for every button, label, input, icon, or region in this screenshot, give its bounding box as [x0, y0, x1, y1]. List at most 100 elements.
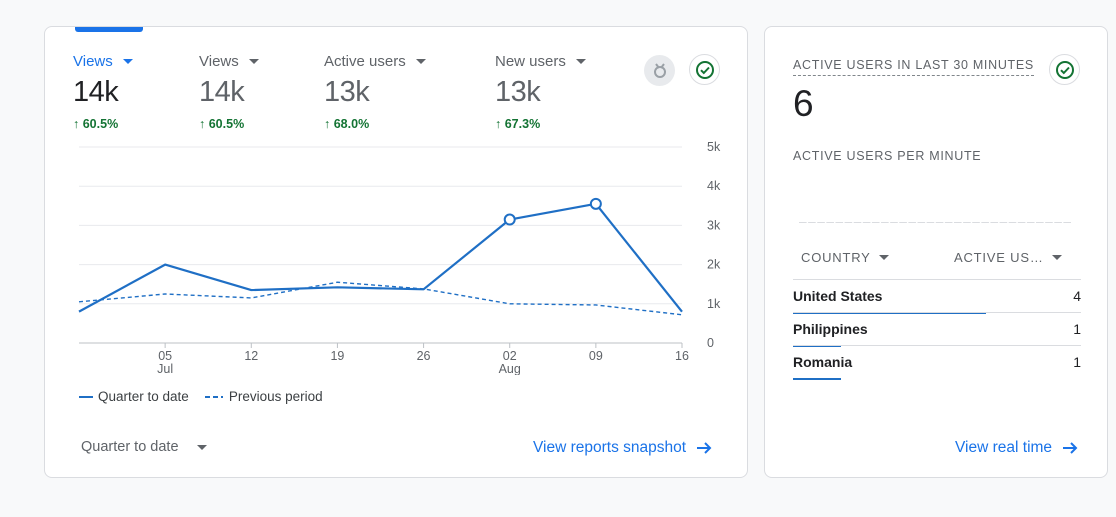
arrow-right-icon: [697, 442, 712, 454]
minute-bar: [899, 222, 907, 223]
minute-bar: [999, 222, 1008, 223]
country-row: United States 4: [793, 279, 1081, 314]
minute-bar: [871, 222, 880, 223]
check-circle-icon: [695, 60, 714, 79]
minute-bar: [981, 222, 989, 223]
minute-bar: [853, 222, 862, 223]
check-circle-icon: [1055, 60, 1074, 79]
realtime-active-users-value: 6: [793, 83, 814, 124]
minute-bar: [844, 222, 853, 223]
caret-down-icon: [122, 59, 133, 64]
metric-change-value: 67.3%: [504, 117, 541, 131]
insights-badge-icon[interactable]: [644, 55, 675, 86]
metric-tab-active-users[interactable]: Active users 13k ↑ 68.0%: [324, 53, 426, 131]
metric-change-value: 60.5%: [82, 117, 119, 131]
x-tick-label: 26: [417, 349, 431, 363]
metric-value: 13k: [324, 76, 370, 108]
legend-solid-swatch: [79, 395, 93, 398]
minute-bar: [935, 222, 944, 223]
y-tick-label: 1k: [707, 297, 721, 311]
country-active-users: 1: [1073, 321, 1081, 337]
date-range-label: Quarter to date: [81, 439, 179, 455]
minute-bar: [1008, 222, 1017, 223]
country-row: Philippines 1: [793, 312, 1081, 347]
metric-label: Views: [199, 53, 239, 70]
selected-tab-indicator: [75, 27, 143, 32]
country-name: United States: [793, 288, 883, 304]
caret-down-icon: [575, 59, 586, 64]
minute-bar: [890, 222, 898, 223]
minute-bar: [990, 222, 999, 223]
data-quality-check-icon[interactable]: [689, 54, 720, 85]
country-share-bar: [793, 378, 842, 380]
metric-label: Views: [73, 53, 113, 70]
country-share-bar: [793, 345, 842, 347]
country-name: Romania: [793, 354, 853, 370]
data-point-marker: [503, 213, 516, 226]
per-minute-label: ACTIVE USERS PER MINUTE: [793, 149, 982, 163]
x-month-label: Jul: [157, 362, 173, 375]
metric-tab-views-primary[interactable]: Views 14k ↑ 60.5%: [73, 53, 133, 131]
data-point-marker: [589, 197, 602, 210]
realtime-check-icon[interactable]: [1049, 54, 1080, 85]
y-tick-label: 3k: [707, 218, 721, 232]
previous-period-line: [78, 281, 683, 316]
metric-label: New users: [495, 53, 566, 70]
country-share-bar: [793, 312, 986, 314]
x-tick-label: 19: [330, 349, 344, 363]
minute-bar: [817, 222, 825, 223]
minute-bar: [944, 222, 953, 223]
minute-bar: [826, 222, 834, 223]
minute-bar: [917, 222, 926, 223]
arrow-right-icon: [1063, 442, 1078, 454]
country-row: Romania 1: [793, 345, 1081, 380]
country-active-users: 4: [1073, 288, 1081, 304]
view-reports-snapshot-link[interactable]: View reports snapshot: [533, 439, 712, 457]
metric-tab-views-secondary[interactable]: Views 14k ↑ 60.5%: [199, 53, 259, 131]
minute-bar: [799, 222, 807, 223]
y-tick-label: 0: [707, 336, 714, 350]
minute-bar: [881, 222, 889, 223]
ribbon-icon: [653, 62, 666, 78]
y-tick-label: 2k: [707, 258, 721, 272]
minute-bar: [835, 222, 844, 223]
x-tick-label: 05: [158, 349, 172, 363]
country-name: Philippines: [793, 321, 868, 337]
caret-down-icon: [878, 255, 889, 260]
minute-bar: [862, 222, 871, 223]
x-tick-label: 09: [589, 349, 603, 363]
active-users-header-label: ACTIVE US…: [954, 250, 1044, 265]
country-column-header[interactable]: COUNTRY: [801, 250, 889, 265]
caret-down-icon: [415, 59, 426, 64]
views-line-chart: 0 1k 2k 3k 4k 5k 05 12 19 26 02 09 16 Jul Aug: [78, 140, 721, 375]
metric-change-value: 60.5%: [208, 117, 245, 131]
metric-tab-new-users[interactable]: New users 13k ↑ 67.3%: [495, 53, 586, 131]
x-tick-label: 12: [244, 349, 258, 363]
y-tick-label: 5k: [707, 140, 721, 154]
metric-value: 14k: [199, 76, 245, 108]
active-users-column-header[interactable]: ACTIVE US…: [954, 250, 1062, 265]
metric-change: ↑ 68.0%: [324, 117, 370, 131]
legend-dashed-swatch: [204, 395, 223, 398]
caret-down-icon: [196, 444, 207, 450]
metric-change-value: 68.0%: [333, 117, 370, 131]
metric-change: ↑ 60.5%: [199, 117, 245, 131]
legend-current-label: Quarter to date: [98, 389, 189, 404]
view-real-time-link[interactable]: View real time: [955, 439, 1078, 457]
minute-bar: [953, 222, 962, 223]
country-header-label: COUNTRY: [801, 250, 871, 265]
minute-bar: [1054, 222, 1062, 223]
minute-bar: [926, 222, 935, 223]
metric-change: ↑ 67.3%: [495, 117, 541, 131]
quarter-to-date-line: [78, 202, 683, 313]
caret-down-icon: [248, 59, 259, 64]
date-range-dropdown[interactable]: Quarter to date: [81, 439, 207, 455]
view-real-time-label: View real time: [955, 439, 1053, 456]
realtime-title: ACTIVE USERS IN LAST 30 MINUTES: [793, 58, 1034, 76]
per-minute-bar-chart: [799, 222, 1071, 223]
minute-bar: [1045, 222, 1053, 223]
metric-value: 14k: [73, 76, 119, 108]
minute-bar: [1036, 222, 1044, 223]
minute-bar: [808, 222, 816, 223]
x-tick-label: 02: [503, 349, 517, 363]
